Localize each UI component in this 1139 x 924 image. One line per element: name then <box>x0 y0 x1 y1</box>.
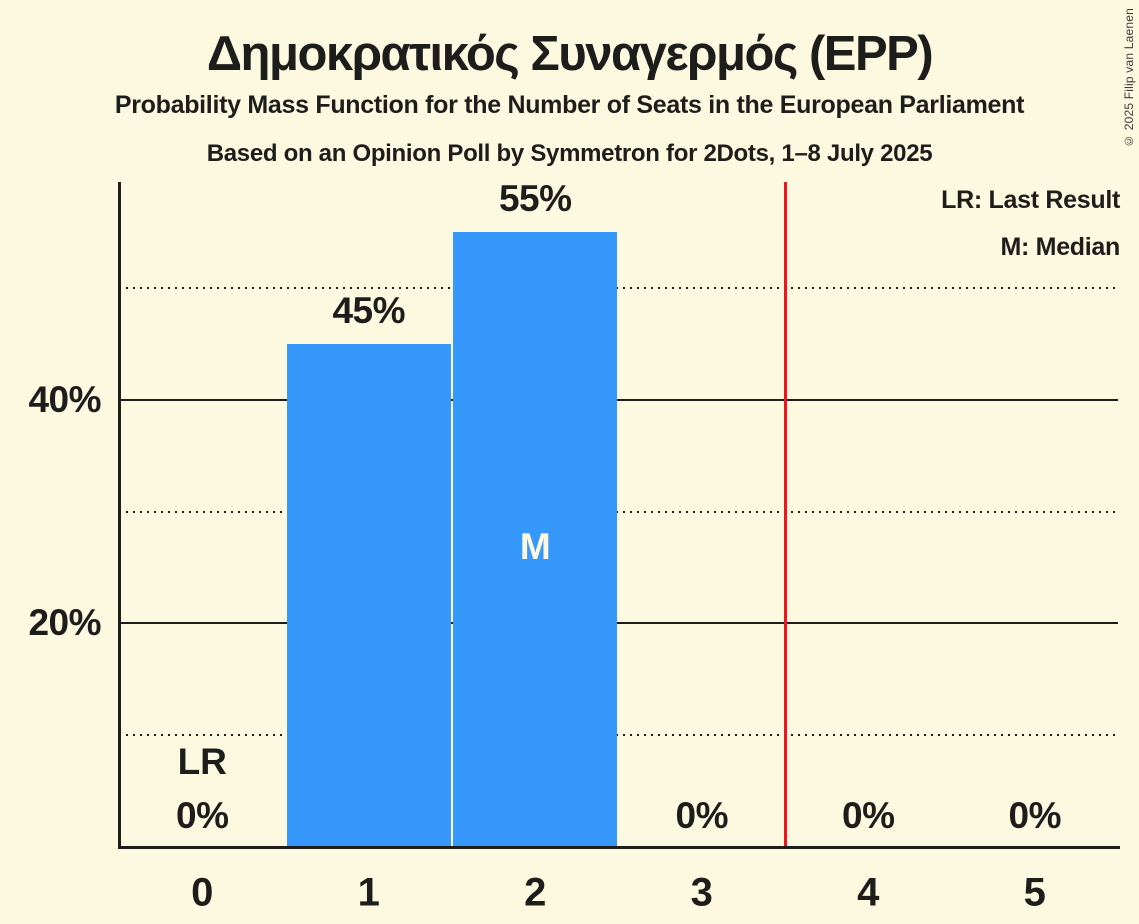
bar-label-2: 55% <box>498 178 572 220</box>
bar-label-5: 0% <box>1008 795 1062 836</box>
gridline-dotted-30 <box>119 510 1118 513</box>
x-tick-4: 4 <box>857 870 880 915</box>
gridline-solid-20 <box>119 622 1118 625</box>
bar-label-4: 0% <box>842 795 895 836</box>
gridline-dotted-50 <box>119 287 1118 290</box>
y-axis-line <box>117 182 121 849</box>
bar-seats-2 <box>453 232 618 846</box>
legend-median: M: Median <box>1000 233 1120 261</box>
last-result-line <box>783 182 787 846</box>
last-result-label: LR <box>177 741 227 782</box>
x-tick-1: 1 <box>357 870 380 915</box>
y-tick-40: 40% <box>28 378 101 420</box>
poll-source-line: Based on an Opinion Poll by Symmetron fo… <box>206 140 933 167</box>
x-tick-5: 5 <box>1023 870 1046 915</box>
x-axis-line <box>117 845 1120 849</box>
bar-seats-1 <box>286 344 451 846</box>
page-title: Δημοκρατικός Συναγερμός (EPP) <box>206 27 934 81</box>
bar-label-1: 45% <box>332 290 406 332</box>
y-tick-20: 20% <box>28 602 101 644</box>
median-label: M <box>519 525 551 567</box>
bar-label-0: 0% <box>176 795 229 836</box>
x-tick-3: 3 <box>690 870 713 915</box>
x-tick-2: 2 <box>524 870 547 915</box>
gridline-solid-40 <box>119 398 1118 401</box>
gridline-dotted-10 <box>119 734 1118 737</box>
bar-label-3: 0% <box>675 795 729 836</box>
legend-last-result: LR: Last Result <box>941 186 1120 214</box>
page-subtitle: Probability Mass Function for the Number… <box>114 91 1025 119</box>
x-tick-0: 0 <box>191 870 214 915</box>
